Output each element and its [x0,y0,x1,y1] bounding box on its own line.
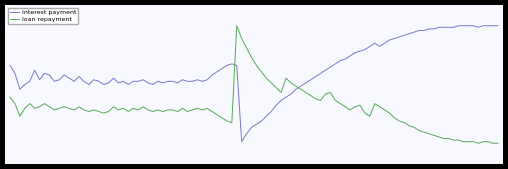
Interest payment [120,80,126,82]
loan repayment [234,25,240,27]
loan repayment [460,141,466,143]
loan repayment [7,96,13,98]
Line: Interest payment: Interest payment [10,26,498,142]
loan repayment [480,141,486,143]
Legend: Interest payment, loan repayment: Interest payment, loan repayment [8,8,78,24]
Interest payment [263,115,269,117]
Interest payment [7,64,13,66]
loan repayment [303,91,309,93]
Interest payment [495,25,501,27]
Line: loan repayment: loan repayment [10,26,498,143]
Interest payment [101,83,107,86]
loan repayment [263,77,269,79]
loan repayment [475,142,481,144]
Interest payment [465,25,471,27]
loan repayment [120,107,126,109]
Interest payment [303,82,309,84]
Interest payment [480,25,486,27]
Interest payment [456,25,462,27]
loan repayment [101,112,107,114]
Interest payment [239,141,245,143]
loan repayment [495,142,501,144]
